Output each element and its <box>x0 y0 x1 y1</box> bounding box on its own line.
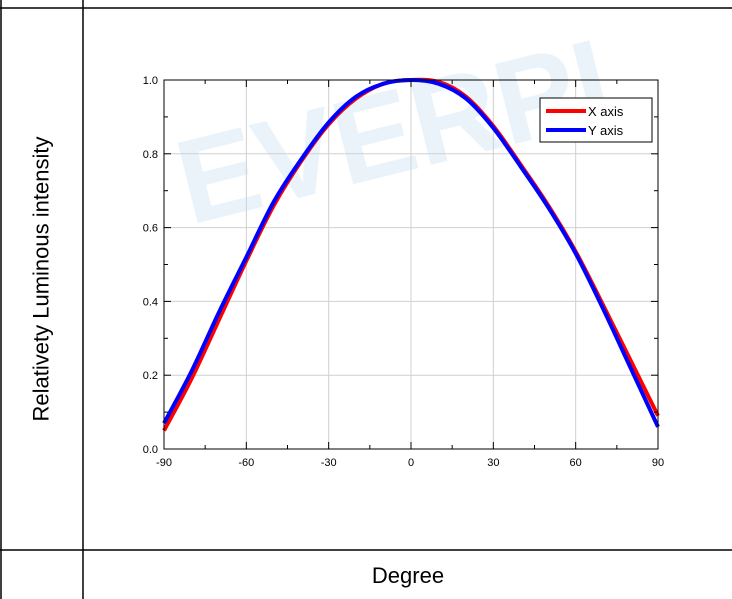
y-tick-label: 0.4 <box>143 296 158 308</box>
x-tick-label: -90 <box>156 457 172 469</box>
x-axis-label: Degree <box>371 562 445 588</box>
y-tick-label: 0.2 <box>143 370 158 382</box>
x-tick-label: -60 <box>238 457 254 469</box>
y-tick-label: 1.0 <box>143 75 158 87</box>
legend-label: X axis <box>588 104 624 119</box>
ticks: -90 -60 -30 0 30 60 90 0.0 0.2 0.4 0.6 0.8 1.0 <box>143 75 664 469</box>
legend: X axis Y axis <box>539 97 653 143</box>
y-tick-label: 0.0 <box>143 444 158 456</box>
x-tick-label: -30 <box>321 457 337 469</box>
x-tick-label: 90 <box>652 457 664 469</box>
legend-box <box>539 97 653 143</box>
x-tick-label: 30 <box>487 457 499 469</box>
x-tick-label: 60 <box>570 457 582 469</box>
legend-label: Y axis <box>588 123 624 138</box>
y-tick-label: 0.6 <box>143 223 158 235</box>
y-tick-label: 0.8 <box>143 149 158 161</box>
x-tick-label: 0 <box>408 457 414 469</box>
